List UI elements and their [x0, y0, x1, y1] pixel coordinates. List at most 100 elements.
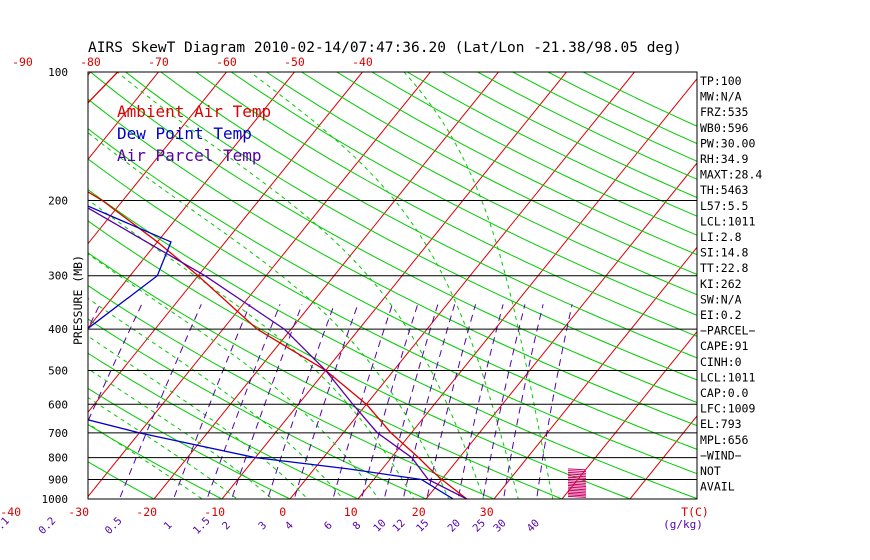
series-line: [88, 205, 454, 499]
index-line: LFC:1009: [700, 402, 755, 416]
dry-adiabat-line: [90, 72, 697, 404]
index-line: FRZ:535: [700, 105, 748, 119]
wind-hatch-line: [567, 494, 587, 497]
moist-adiabat-line: [88, 396, 238, 499]
dry-adiabat-line: [477, 72, 697, 180]
mixing-ratio-tick: 1: [162, 519, 175, 532]
wind-hatch-line: [567, 492, 587, 495]
index-line: SW:N/A: [700, 292, 742, 306]
wind-hatch: [567, 468, 587, 498]
top-temp-tick: -60: [216, 55, 237, 69]
top-temp-tick: -50: [284, 55, 305, 69]
mixing-ratio-line: [206, 304, 281, 499]
dry-adiabat-line: [406, 72, 697, 217]
index-line: NOT: [700, 464, 721, 478]
dry-adiabat-line: [230, 72, 697, 316]
dry-adiabat-line: [88, 387, 292, 499]
index-line: EI:0.2: [700, 308, 742, 322]
index-line: TH:5463: [700, 183, 749, 197]
dry-adiabat-line: [88, 98, 697, 427]
bottom-temp-tick: 30: [480, 505, 494, 519]
mixing-ratio-line: [503, 304, 544, 499]
y-axis-label: PRESSURE (MB): [71, 255, 85, 345]
mixing-ratio-line: [172, 304, 251, 499]
isotherm-line: [493, 246, 697, 499]
dry-adiabat-line: [0, 72, 102, 508]
bottom-temp-tick: 10: [344, 505, 358, 519]
mixing-ratio-tick: 0.5: [103, 515, 125, 537]
wind-hatch-line: [567, 489, 587, 492]
mixing-ratio-line: [457, 304, 504, 499]
isotherm-line: [425, 162, 697, 499]
index-line: WB0:596: [700, 121, 749, 135]
mixing-ratio-tick: 0.1: [0, 515, 12, 537]
index-line: SI:14.8: [700, 246, 749, 260]
index-line: LCL:1011: [700, 370, 755, 384]
bottom-temp-tick: -20: [136, 505, 157, 519]
dry-adiabat-line: [336, 72, 697, 256]
index-line: L57:5.5: [700, 199, 748, 213]
mixing-ratio-line: [332, 304, 393, 499]
top-temp-tick: -90: [12, 55, 33, 69]
isotherm-line: [289, 72, 635, 499]
dry-adiabat-line: [88, 352, 360, 499]
top-temp-tick: -40: [352, 55, 373, 69]
pressure-tick: 600: [48, 398, 68, 411]
wind-hatch-line: [567, 470, 587, 473]
bottom-temp-tick: -40: [0, 505, 21, 519]
profile-lines: [88, 72, 468, 499]
mixing-ratio-tick: 20: [446, 517, 463, 534]
wind-hatch-line: [567, 468, 587, 471]
isotherm-line: [0, 72, 22, 508]
isotherm-line: [561, 330, 697, 499]
series-line: [88, 207, 468, 499]
wind-hatch-line: [567, 473, 587, 476]
dry-adiabat-line: [88, 284, 496, 499]
legend-item: Ambient Air Temp: [117, 102, 271, 121]
mixing-ratio-tick: 15: [414, 517, 431, 534]
dry-adiabat-line: [442, 72, 697, 199]
moist-adiabat-line: [88, 199, 415, 499]
isotherm-line: [88, 72, 363, 414]
top-temp-tick: -80: [80, 55, 101, 69]
pressure-tick: 200: [48, 195, 68, 208]
pressure-tick: 1000: [42, 493, 69, 506]
wind-hatch-line: [567, 478, 587, 481]
wind-hatch-line: [567, 483, 587, 486]
dry-adiabat-line: [371, 72, 697, 236]
pressure-tick: 300: [48, 270, 68, 283]
index-line: TT:22.8: [700, 261, 749, 275]
mixing-ratio-tick: 10: [371, 517, 388, 534]
dry-adiabat-line: [88, 252, 564, 499]
pressure-tick: 700: [48, 427, 68, 440]
moist-adiabat-line: [88, 423, 203, 499]
dry-adiabat-line: [88, 461, 156, 499]
wind-hatch-line: [567, 485, 587, 488]
isotherm-line: [629, 415, 697, 499]
moist-adiabat-line: [116, 72, 485, 499]
pressure-tick: 500: [48, 364, 68, 377]
dry-adiabat-line: [88, 128, 697, 450]
mixing-ratio-tick: 6: [322, 519, 335, 532]
mixing-ratio-tick: 8: [351, 519, 364, 532]
index-line: EL:793: [700, 417, 742, 431]
mixing-ratio-tick: 30: [491, 517, 508, 534]
index-line: LI:2.8: [700, 230, 742, 244]
dry-adiabat-line: [88, 423, 224, 499]
index-line: TP:100: [700, 74, 742, 88]
pressure-tick: 800: [48, 452, 68, 465]
isotherm-line: [88, 72, 431, 498]
index-line: CAPE:91: [700, 339, 749, 353]
mixing-ratio-line: [536, 304, 573, 499]
pressure-tick: 400: [48, 323, 68, 336]
wind-hatch-line: [567, 491, 587, 494]
isotherm-line: [88, 72, 227, 245]
x-unit-label: T(C): [681, 505, 709, 519]
isotherm-line: [153, 72, 499, 499]
moist-adiabat-line: [88, 368, 274, 499]
dry-adiabat-line: [301, 72, 697, 275]
bottom-temp-tick: -30: [68, 505, 89, 519]
moist-adiabat-line: [88, 335, 309, 499]
